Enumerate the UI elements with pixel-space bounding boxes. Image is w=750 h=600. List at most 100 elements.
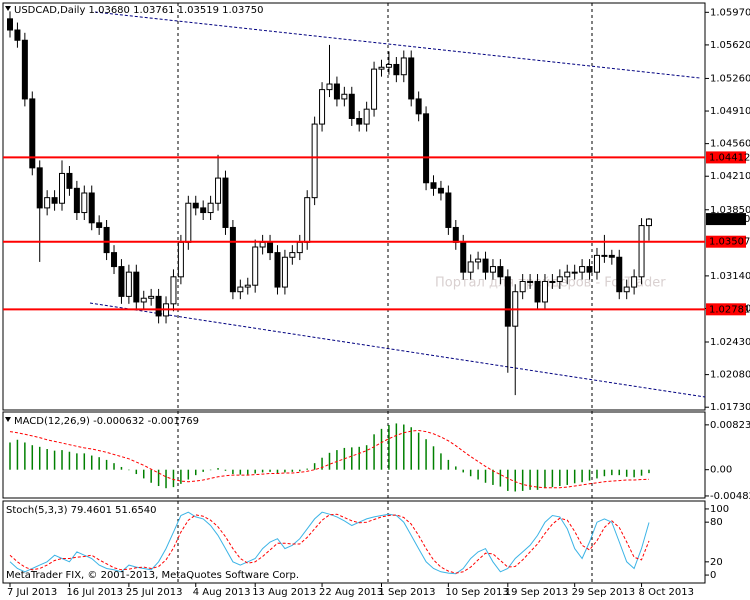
macd-bar <box>388 425 390 470</box>
candle-body <box>66 172 73 189</box>
candle-body <box>311 123 318 199</box>
macd-bar <box>24 442 26 470</box>
candle-body <box>437 187 444 194</box>
macd-bar <box>395 423 398 470</box>
macd-bar <box>529 469 531 490</box>
candle-body <box>259 241 266 248</box>
y-tick-label: 1.03140 <box>710 271 750 282</box>
macd-bar <box>521 469 524 491</box>
macd-bar <box>98 457 100 470</box>
macd-bar <box>291 469 294 472</box>
macd-bar <box>187 469 190 480</box>
macd-bar <box>551 469 554 488</box>
macd-bar <box>358 446 360 470</box>
x-tick-label: 8 Oct 2013 <box>639 587 694 598</box>
candle-body <box>415 98 422 115</box>
candle-body <box>148 295 155 299</box>
macd-bar <box>224 469 227 471</box>
macd-bar <box>299 469 301 472</box>
y-tick-label: 1.05620 <box>710 40 750 51</box>
candle-body <box>81 192 88 214</box>
macd-bar <box>566 469 568 485</box>
candle-body <box>96 222 103 228</box>
macd-bar <box>625 469 628 477</box>
macd-bar <box>462 469 464 473</box>
macd-bar <box>172 469 175 488</box>
candle-body <box>452 226 459 243</box>
candle-body <box>579 266 586 273</box>
candle-body <box>564 271 571 278</box>
candle-body <box>519 280 526 293</box>
candle-body <box>88 192 95 224</box>
title-icon <box>5 6 11 11</box>
macd-bar <box>313 463 316 470</box>
candle-body <box>475 258 482 263</box>
macd-bar <box>633 469 635 478</box>
macd-bar <box>373 434 375 470</box>
candle-body <box>177 241 184 278</box>
macd-bar <box>380 428 383 470</box>
macd-bar <box>440 453 442 470</box>
y-tick-label: 0.00 <box>710 465 732 476</box>
macd-bar <box>417 432 420 470</box>
macd-bar <box>128 469 130 471</box>
x-tick-label: 13 Aug 2013 <box>252 587 316 598</box>
candle-body <box>363 108 370 125</box>
macd-bar <box>9 442 11 470</box>
candle-body <box>534 280 541 303</box>
candle-body <box>14 29 21 41</box>
candle-body <box>111 252 118 268</box>
x-tick-label: 1 Sep 2013 <box>379 587 436 598</box>
macd-bar <box>247 469 249 475</box>
candle-body <box>333 83 340 100</box>
x-tick-label: 29 Sep 2013 <box>572 587 635 598</box>
candle-body <box>289 252 296 258</box>
x-tick-label: 4 Aug 2013 <box>193 587 251 598</box>
candle-body <box>36 167 43 209</box>
macd-bar <box>113 463 115 470</box>
candle-body <box>222 177 229 228</box>
macd-bar <box>499 469 502 487</box>
macd-bar <box>559 469 561 487</box>
macd-bar <box>269 469 271 472</box>
macd-bar <box>328 452 331 470</box>
macd-bar <box>61 450 63 470</box>
y-tick-label: 1.02080 <box>710 370 750 381</box>
candle-body <box>623 286 630 293</box>
macd-bar <box>447 459 450 470</box>
macd-bar <box>536 469 539 490</box>
macd-bar <box>276 469 279 473</box>
candle-body <box>593 254 600 273</box>
level-label-box <box>706 235 746 248</box>
candle-body <box>527 280 534 283</box>
candle-body <box>237 286 244 293</box>
macd-bar <box>105 459 108 470</box>
macd-bar <box>365 445 368 470</box>
candle-body <box>549 280 556 283</box>
level-label-box <box>706 151 746 164</box>
y-tick-label: 1.01730 <box>710 402 750 413</box>
candle-body <box>140 297 147 303</box>
candle-body <box>631 276 638 288</box>
candle-body <box>155 295 162 317</box>
candle-body <box>541 280 548 303</box>
macd-bar <box>618 469 621 476</box>
stoch-signal-line <box>9 513 650 574</box>
copyright: MetaTrader FIX, © 2001-2013, MetaQuotes … <box>6 570 299 581</box>
x-tick-label: 19 Sep 2013 <box>505 587 568 598</box>
candle-body <box>207 202 214 214</box>
candle-body <box>133 271 140 303</box>
macd-bar <box>596 469 598 479</box>
candle-body <box>378 66 385 70</box>
macd-bar <box>239 469 242 475</box>
macd-bar <box>492 469 494 485</box>
macd-bar <box>209 469 212 471</box>
candle-body <box>304 197 311 243</box>
macd-bar <box>180 469 182 484</box>
level-label: 1.03507 <box>709 237 750 248</box>
candle-body <box>601 254 608 257</box>
macd-bar <box>31 445 34 470</box>
macd-bar <box>16 439 19 470</box>
candle-body <box>118 266 125 297</box>
